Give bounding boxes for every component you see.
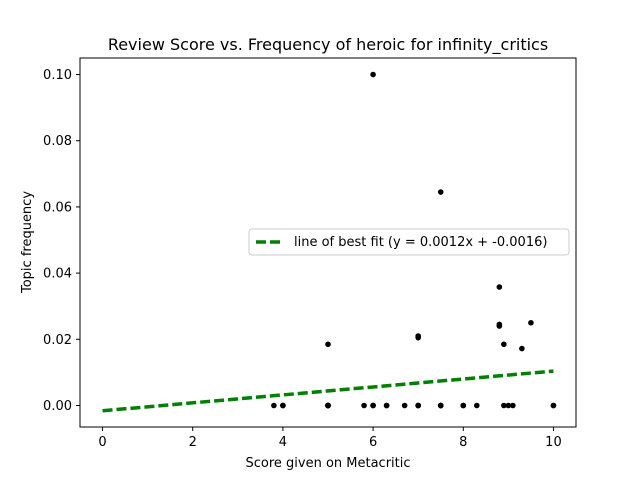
y-tick-label: 0.00 — [43, 399, 72, 414]
data-point — [528, 319, 534, 326]
y-tick-label: 0.02 — [43, 333, 72, 348]
y-tick-label: 0.08 — [43, 134, 72, 149]
data-point — [361, 402, 367, 409]
x-tick-label: 4 — [279, 435, 287, 450]
data-point — [519, 345, 525, 352]
y-axis: 0.00 0.02 0.04 0.06 0.08 0.10 — [43, 68, 80, 414]
x-tick-label: 8 — [459, 435, 467, 450]
y-axis-label: Topic frequency — [20, 191, 35, 294]
data-point — [415, 333, 421, 339]
data-point — [437, 402, 444, 409]
data-point — [415, 402, 421, 409]
legend-box — [248, 228, 570, 256]
data-point — [501, 341, 507, 348]
x-axis: 0 2 4 6 8 10 — [98, 427, 562, 450]
y-tick-label: 0.10 — [43, 68, 72, 83]
data-point — [460, 402, 467, 409]
data-point — [496, 323, 503, 329]
data-point — [437, 189, 444, 195]
chart-title: Review Score vs. Frequency of heroic for… — [108, 35, 548, 55]
plot-frame — [79, 57, 577, 428]
data-point — [383, 402, 390, 409]
legend: line of best fit (y = 0.0012x + -0.0016) — [248, 228, 570, 256]
data-point — [325, 402, 331, 409]
plot-area — [102, 71, 557, 413]
y-tick-label: 0.04 — [43, 267, 72, 282]
data-point — [271, 402, 277, 409]
data-point — [496, 284, 503, 290]
legend-label: line of best fit (y = 0.0012x + -0.0016) — [294, 235, 547, 250]
x-tick-label: 0 — [98, 435, 106, 450]
data-point — [510, 402, 516, 409]
x-axis-label: Score given on Metacritic — [245, 456, 410, 471]
data-point — [370, 71, 376, 78]
x-tick-label: 10 — [545, 435, 562, 450]
x-tick-label: 2 — [189, 435, 197, 450]
data-point — [501, 402, 507, 409]
data-point — [280, 402, 286, 409]
data-point — [325, 341, 331, 348]
x-tick-label: 6 — [369, 435, 377, 450]
data-point — [505, 402, 512, 409]
data-point — [401, 402, 408, 409]
data-point — [370, 402, 376, 409]
data-point — [550, 402, 557, 409]
best-fit-line — [102, 369, 554, 413]
y-tick-label: 0.06 — [43, 200, 72, 215]
data-point — [474, 402, 480, 409]
